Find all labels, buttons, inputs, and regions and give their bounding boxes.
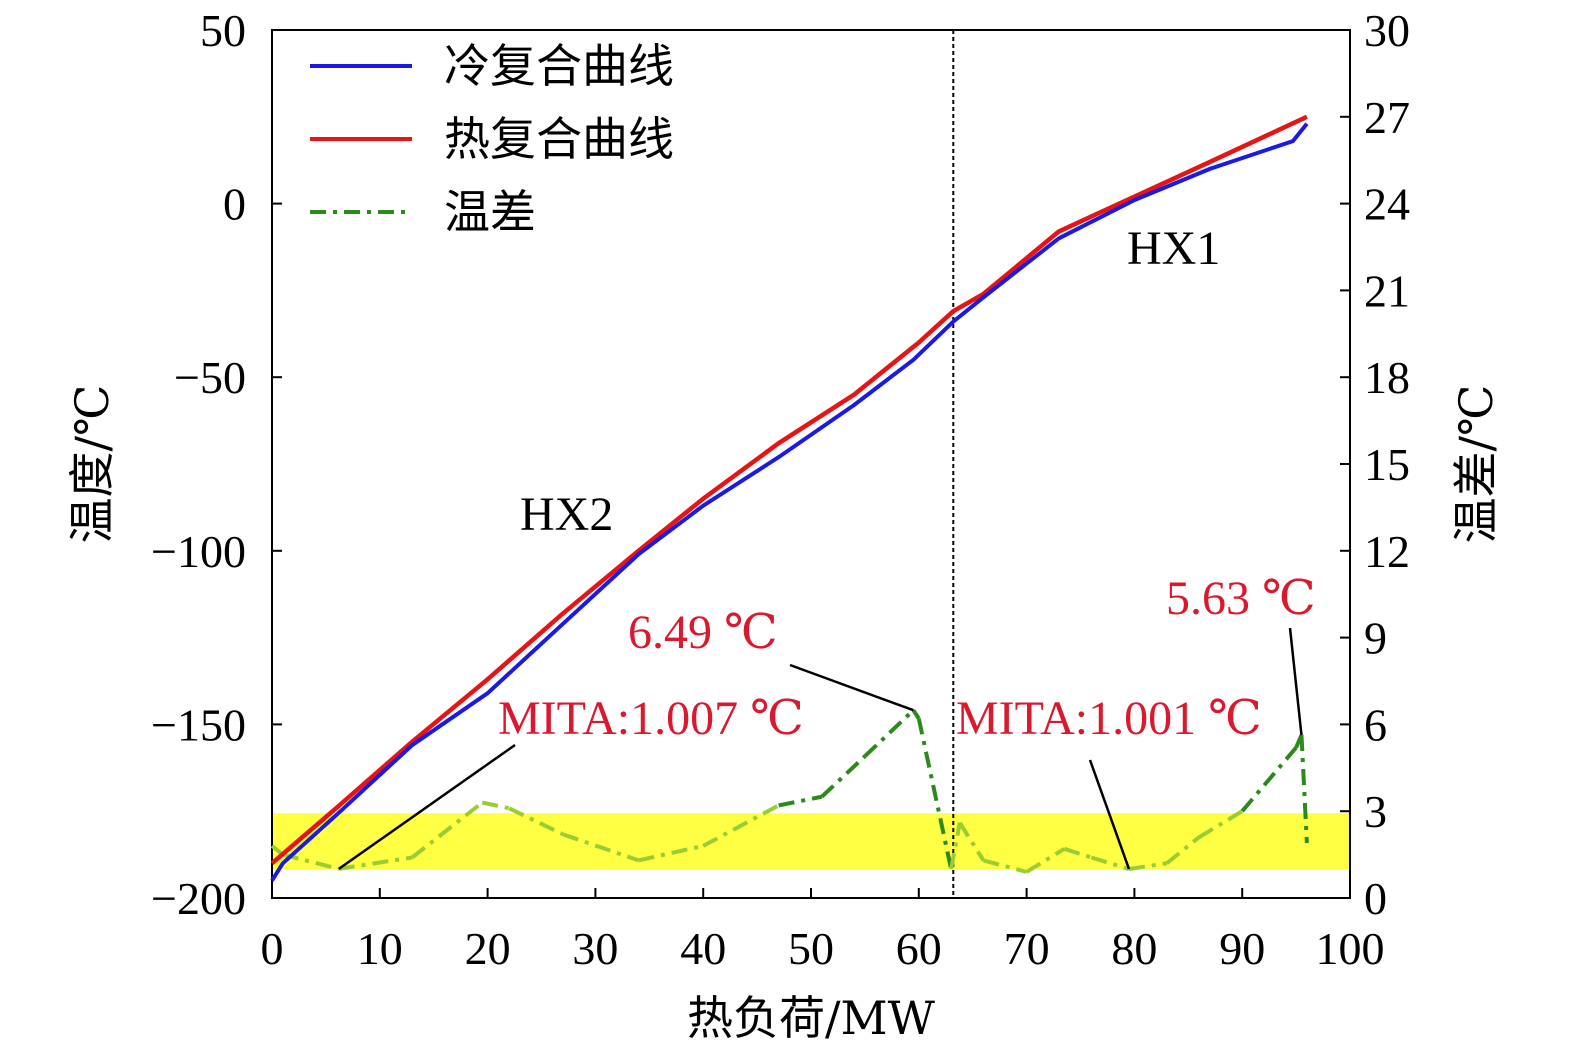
x-tick-label: 10 (357, 923, 403, 974)
temp-diff-segment (1063, 846, 1092, 860)
temp-diff-segment (982, 858, 1028, 874)
series-lines (270, 114, 1309, 882)
axis-ticks: 0 10 20 30 40 50 60 70 80 90 100500−50−100−150−200… (151, 5, 1410, 974)
x-tick-label: 40 (680, 923, 726, 974)
temp-diff-segment (638, 843, 704, 863)
annotation-leader-line (1288, 627, 1303, 736)
temp-diff-segment (1090, 855, 1130, 871)
exchanger-label: HX1 (1127, 222, 1220, 275)
x-tick-label: 0 (261, 923, 284, 974)
y-right-tick-label: 24 (1364, 179, 1410, 230)
legend-label: 热复合曲线 (444, 112, 674, 166)
temp-diff-segment (949, 822, 962, 870)
plot-frame (271, 29, 1351, 899)
x-axis-title: 热负荷/MW (687, 991, 936, 1045)
y-right-tick-label: 18 (1364, 352, 1410, 403)
y-tick-label: 0 (223, 179, 246, 230)
annotation-labels: MITA:1.007 ℃ 6.49 ℃ MITA:1.001 ℃ 5.63 ℃ HX2 H… (498, 222, 1316, 745)
y-tick-label: −150 (151, 699, 246, 750)
temp-diff-segment (820, 754, 867, 799)
y-right-tick-label: 0 (1364, 873, 1387, 924)
temp-diff-segment (911, 709, 921, 720)
temp-diff-segment (1198, 809, 1244, 839)
annotation-label: MITA:1.007 ℃ (498, 692, 804, 745)
annotation-label: 6.49 ℃ (628, 606, 778, 659)
x-tick-label: 100 (1316, 923, 1385, 974)
y-axis-right-title: 温差/℃ (1449, 385, 1503, 544)
temp-diff-segment (1025, 847, 1066, 874)
annotation-label: MITA:1.001 ℃ (956, 692, 1262, 745)
temp-diff-segment (1240, 746, 1298, 813)
y-tick-label: 50 (200, 5, 246, 56)
x-tick-label: 60 (896, 923, 942, 974)
x-tick-label: 30 (572, 923, 618, 974)
temp-diff-segment (958, 821, 986, 862)
annotation-leader-line (1088, 759, 1131, 870)
y-right-tick-label: 3 (1364, 786, 1387, 837)
x-tick-label: 70 (1004, 923, 1050, 974)
x-tick-label: 90 (1219, 923, 1265, 974)
temp-diff-segment (1165, 835, 1201, 865)
x-tick-label: 20 (465, 923, 511, 974)
y-tick-label: −200 (151, 873, 246, 924)
legend-label: 温差 (444, 185, 536, 239)
temp-diff-segment (1128, 861, 1168, 872)
temp-diff-segment (916, 718, 954, 870)
y-tick-label: −100 (151, 526, 246, 577)
y-right-tick-label: 30 (1364, 5, 1410, 56)
annotation-label: 5.63 ℃ (1166, 572, 1316, 625)
legend-label: 冷复合曲线 (444, 39, 674, 93)
temp-diff-segment (508, 806, 564, 837)
y-right-tick-label: 9 (1364, 613, 1387, 664)
temp-diff-segment (863, 708, 915, 758)
y-tick-label: −50 (174, 352, 246, 403)
y-right-tick-label: 6 (1364, 699, 1387, 750)
cold-composite-line (270, 122, 1309, 882)
temp-diff-segment (481, 800, 510, 811)
x-tick-label: 50 (788, 923, 834, 974)
y-right-tick-label: 12 (1364, 526, 1410, 577)
y-right-tick-label: 15 (1364, 439, 1410, 490)
exchanger-label: HX2 (520, 488, 613, 541)
temp-diff-segment (410, 800, 484, 860)
highlight-band (272, 813, 1350, 870)
annotation-leader-line (789, 663, 914, 712)
temp-diff-segment (778, 794, 823, 808)
y-axis-title: 温度/℃ (65, 385, 119, 544)
temp-diff-segment (338, 855, 413, 871)
temp-diff-segment (562, 832, 640, 863)
y-right-tick-label: 21 (1364, 265, 1410, 316)
annotation-leader-line (338, 743, 516, 870)
temp-diff-segment (702, 803, 780, 848)
hot-composite-line (270, 114, 1308, 866)
x-tick-label: 80 (1111, 923, 1157, 974)
y-right-tick-label: 27 (1364, 92, 1410, 143)
annotation-leaders (338, 627, 1303, 870)
